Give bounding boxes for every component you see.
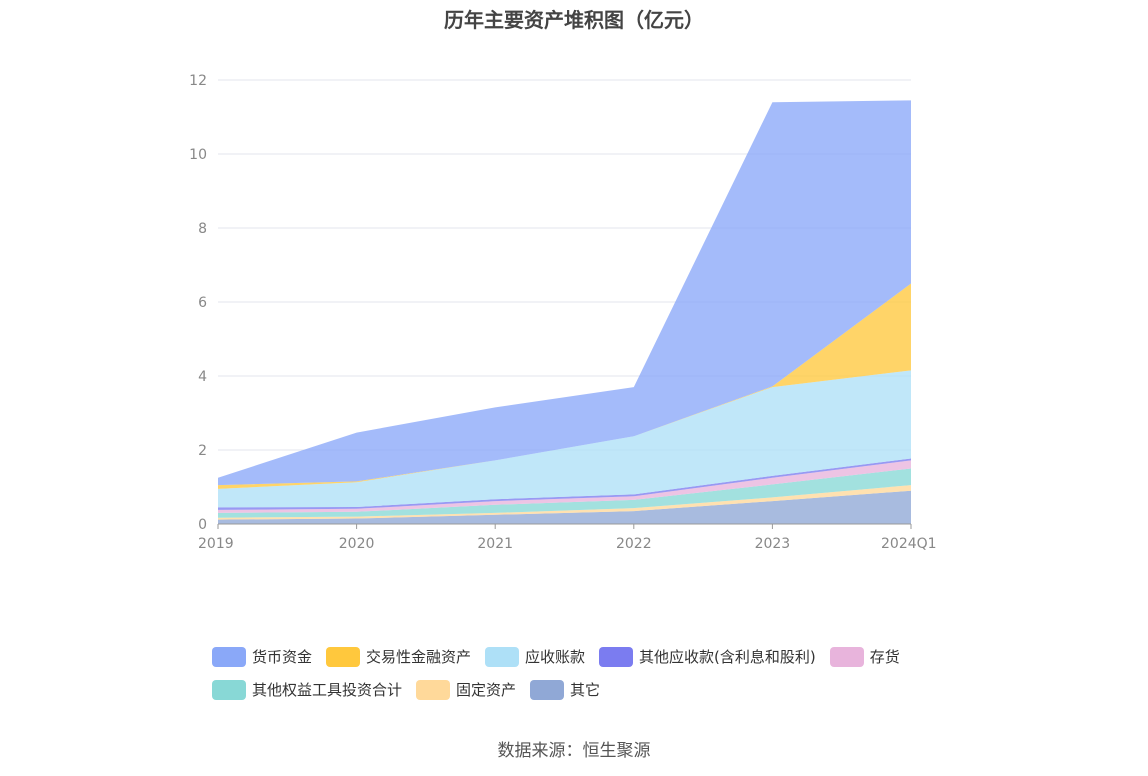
legend-label-other: 其它 bbox=[570, 681, 601, 699]
area-series-1 bbox=[218, 485, 911, 520]
legend-label-receivables: 应收账款 bbox=[525, 648, 586, 666]
y-tick-label: 0 bbox=[198, 517, 207, 533]
legend-row-2: 其他权益工具投资合计 固定资产 其它 bbox=[212, 673, 972, 706]
legend-swatch-inventory bbox=[829, 646, 864, 667]
x-tick-label: 2022 bbox=[616, 536, 652, 552]
x-axis: 2019 2020 2021 2022 2023 2024Q1 bbox=[198, 523, 937, 552]
area-series-5 bbox=[218, 370, 911, 508]
x-tick-label: 2020 bbox=[339, 536, 375, 552]
legend-item-other-receivables[interactable]: 其他应收款(含利息和股利) bbox=[599, 646, 816, 667]
legend-item-inventory[interactable]: 存货 bbox=[829, 646, 900, 667]
legend-label-inventory: 存货 bbox=[869, 648, 900, 666]
legend: 货币资金 交易性金融资产 应收账款 其他应收款(含利息和股利) 存货 其他权益工… bbox=[212, 640, 972, 706]
legend-item-fixed-assets[interactable]: 固定资产 bbox=[416, 679, 516, 700]
y-axis-ticks: 0 2 4 6 8 10 12 bbox=[189, 73, 207, 533]
x-tick-label: 2021 bbox=[477, 536, 513, 552]
legend-label-trading-assets: 交易性金融资产 bbox=[366, 648, 472, 666]
legend-item-receivables[interactable]: 应收账款 bbox=[485, 646, 585, 667]
legend-label-equity-investments: 其他权益工具投资合计 bbox=[252, 681, 403, 699]
y-tick-label: 8 bbox=[198, 221, 207, 237]
legend-label-cash: 货币资金 bbox=[252, 648, 313, 666]
legend-swatch-cash bbox=[212, 646, 246, 667]
y-tick-label: 12 bbox=[189, 73, 207, 89]
legend-item-other[interactable]: 其它 bbox=[530, 679, 600, 700]
area-series-2 bbox=[218, 468, 911, 518]
legend-label-fixed-assets: 固定资产 bbox=[456, 681, 517, 699]
legend-item-equity-investments[interactable]: 其他权益工具投资合计 bbox=[212, 679, 402, 700]
legend-label-other-receivables: 其他应收款(含利息和股利) bbox=[639, 648, 816, 666]
chart-title: 历年主要资产堆积图（亿元） bbox=[444, 8, 704, 32]
y-tick-label: 6 bbox=[198, 295, 207, 311]
legend-swatch-equity-investments bbox=[212, 679, 246, 700]
stacked-area-chart: 0 2 4 6 8 10 12 2019 2020 2021 2022 2023 2024Q1 bbox=[189, 73, 937, 552]
legend-swatch-other bbox=[530, 679, 565, 700]
y-tick-label: 2 bbox=[198, 443, 207, 459]
area-series-0 bbox=[218, 490, 911, 524]
area-series bbox=[218, 100, 911, 524]
x-tick-label: 2024Q1 bbox=[881, 536, 937, 552]
legend-swatch-receivables bbox=[485, 646, 520, 667]
y-tick-label: 10 bbox=[189, 147, 207, 163]
area-series-7 bbox=[218, 100, 911, 486]
legend-item-cash[interactable]: 货币资金 bbox=[212, 646, 312, 667]
legend-swatch-fixed-assets bbox=[416, 679, 451, 700]
legend-swatch-other-receivables bbox=[599, 646, 634, 667]
legend-item-trading-assets[interactable]: 交易性金融资产 bbox=[326, 646, 471, 667]
legend-swatch-trading-assets bbox=[326, 646, 361, 667]
y-tick-label: 4 bbox=[198, 369, 207, 385]
x-tick-label: 2019 bbox=[198, 536, 234, 552]
legend-row-1: 货币资金 交易性金融资产 应收账款 其他应收款(含利息和股利) 存货 bbox=[212, 640, 972, 673]
x-tick-label: 2023 bbox=[755, 536, 791, 552]
data-source: 数据来源：恒生聚源 bbox=[497, 741, 651, 761]
